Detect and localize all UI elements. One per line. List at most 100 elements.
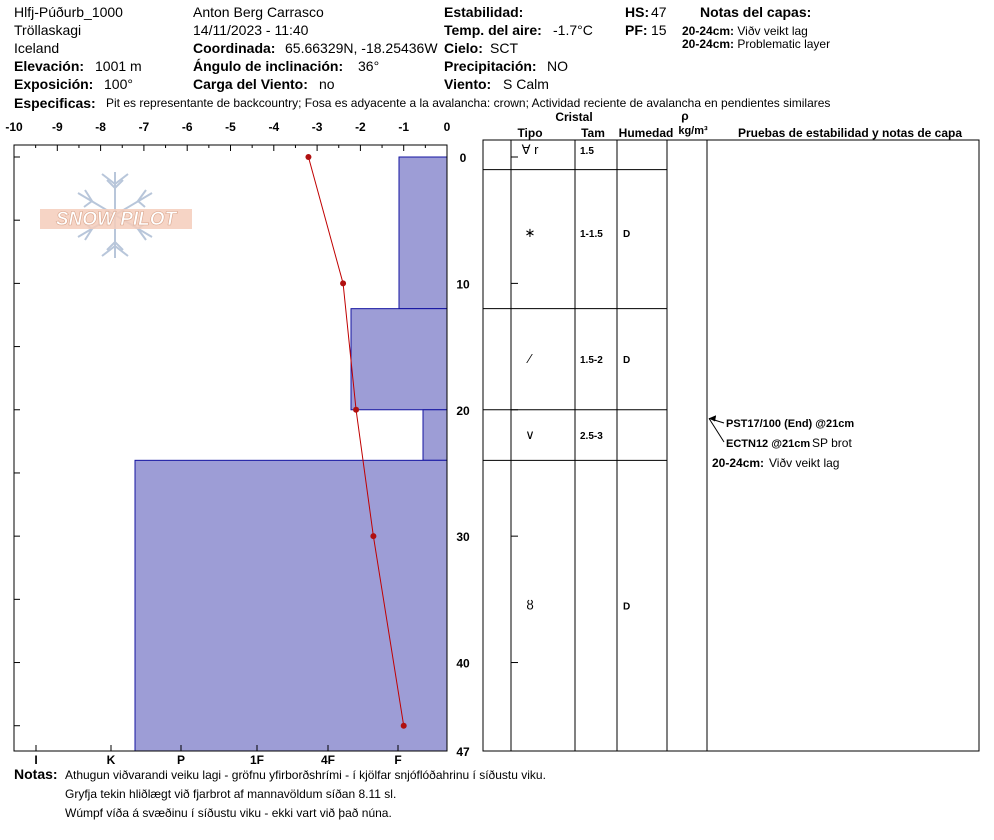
crystal-size-1: 1.5 [580, 146, 594, 157]
precipitation-value: NO [547, 58, 568, 74]
density-rho-header: ρ [681, 109, 688, 123]
temp-tick-label: -3 [312, 120, 323, 134]
temperature-point [370, 533, 377, 540]
tam-header: Tam [581, 126, 605, 140]
tipo-header: Tipo [517, 126, 542, 140]
temp-tick-label: -1 [398, 120, 409, 134]
aspect-label: Exposición: [14, 76, 94, 92]
hardness-tick-label: F [394, 753, 401, 767]
notes-line-3: Wúmpf víða á svæðinu í síðustu viku - ek… [65, 806, 392, 820]
depth-tick-label: 0 [460, 151, 467, 165]
crystal-size-4: 2.5-3 [580, 431, 603, 442]
pf-label: PF: [625, 22, 648, 38]
test-ect-note: SP brot [812, 436, 852, 450]
elevation-label: Elevación: [14, 58, 85, 74]
crystal-type-5: ȣ [526, 598, 533, 613]
snowpilot-logo: SNOW PILOT [40, 172, 192, 258]
sky-label: Cielo: [444, 40, 483, 56]
region: Tröllaskagi [14, 22, 82, 38]
hardness-bar-1 [398, 156, 448, 310]
pf-value: 15 [651, 22, 667, 38]
moisture-5: D [623, 602, 630, 613]
temp-tick-label: -8 [95, 120, 106, 134]
moisture-3: D [623, 355, 630, 366]
temp-tick-label: -6 [182, 120, 193, 134]
layer-note-1-text: Viðv veikt lag [737, 24, 808, 38]
layer-note-1: 20-24cm: Viðv veikt lag [682, 24, 808, 38]
temp-tick-label: -10 [5, 120, 23, 134]
date-time: 14/11/2023 - 11:40 [193, 22, 309, 38]
hs-label: HS: [625, 4, 650, 20]
hs-value: 47 [651, 4, 667, 20]
layer-note-2-range: 20-24cm: [682, 37, 735, 51]
precipitation-label: Precipitación: [444, 58, 537, 74]
stability-label: Estabilidad: [444, 4, 524, 20]
layer-note-2: 20-24cm: Problematic layer [682, 37, 830, 51]
layer-note-1-range: 20-24cm: [682, 24, 735, 38]
hardness-bar-2 [350, 308, 448, 411]
coordinate-label: Coordinada: [193, 40, 276, 56]
depth-tick-label: 30 [456, 530, 470, 544]
crystal-type-2: ∗ [525, 225, 536, 240]
temp-tick-label: 0 [444, 120, 451, 134]
wind-value: S Calm [503, 76, 549, 92]
depth-tick-label: 40 [456, 657, 470, 671]
wind-load-value: no [319, 76, 335, 92]
elevation-value: 1001 m [95, 58, 142, 74]
moisture-2: D [623, 229, 630, 240]
slope-angle-value: 36° [358, 58, 380, 74]
crystal-type-4: ∨ [525, 427, 535, 442]
crystal-size-2: 1-1.5 [580, 229, 603, 240]
hardness-tick-label: 1F [250, 753, 264, 767]
depth-tick-label: 20 [456, 404, 470, 418]
table-layer-note-range: 20-24cm: [712, 456, 764, 470]
crystal-type-1: ∀ r [522, 142, 540, 157]
air-temp-value: -1.7°C [553, 22, 593, 38]
hardness-tick-label: I [34, 753, 37, 767]
notes-line-2: Gryfja tekin hliðlægt við fjarbrot af ma… [65, 787, 397, 801]
temp-tick-label: -5 [225, 120, 236, 134]
test-arrow-line [708, 418, 725, 443]
temperature-point [305, 154, 312, 160]
temp-tick-label: -4 [268, 120, 279, 134]
layer-note-2-text: Problematic layer [737, 37, 831, 51]
crystal-type-3: ⁄ [526, 351, 533, 366]
density-unit-header: kg/m³ [678, 125, 708, 137]
hardness-tick-label: K [107, 753, 116, 767]
tests-header: Pruebas de estabilidad y notas de capa [738, 126, 962, 140]
temperature-point [400, 722, 407, 729]
cristal-header: Cristal [555, 110, 592, 124]
test-arrow-head [709, 415, 716, 422]
temperature-point [353, 406, 360, 413]
hardness-bar-4 [134, 459, 448, 752]
table-frame [482, 139, 980, 752]
slope-angle-label: Ángulo de inclinación: [193, 58, 344, 74]
humedad-header: Humedad [619, 126, 674, 140]
notes-line-1: Athugun viðvarandi veiku lagi - gröfnu y… [65, 768, 546, 782]
country: Iceland [14, 40, 60, 56]
temperature-point [340, 280, 347, 287]
specifics-label: Especificas: [14, 95, 96, 111]
layer-notes-title: Notas del capas: [700, 4, 812, 20]
crystal-size-3: 1.5-2 [580, 355, 603, 366]
test-ect-text: ECTN12 @21cm [726, 438, 810, 450]
temp-tick-label: -2 [355, 120, 366, 134]
test-pst-text: PST17/100 (End) @21cm [726, 418, 854, 430]
coordinate-value: 65.66329N, -18.25436W [285, 40, 438, 56]
temp-tick-label: -7 [139, 120, 150, 134]
table-layer-note-text: Viðv veikt lag [769, 456, 839, 470]
aspect-value: 100° [104, 76, 133, 92]
depth-tick-label: 47 [456, 745, 470, 759]
hardness-tick-label: 4F [321, 753, 335, 767]
depth-tick-label: 10 [456, 277, 470, 291]
hardness-bar-3 [422, 409, 448, 461]
wind-load-label: Carga del Viento: [193, 76, 308, 92]
air-temp-label: Temp. del aire: [444, 22, 542, 38]
hardness-tick-label: P [177, 753, 185, 767]
specifics-text: Pit es representante de backcountry; Fos… [106, 96, 831, 110]
site-name: Hlfj-Púðurb_1000 [14, 4, 123, 20]
snowpilot-logo-text: SNOW PILOT [56, 209, 178, 230]
observer-name: Anton Berg Carrasco [193, 4, 324, 20]
sky-value: SCT [490, 40, 518, 56]
